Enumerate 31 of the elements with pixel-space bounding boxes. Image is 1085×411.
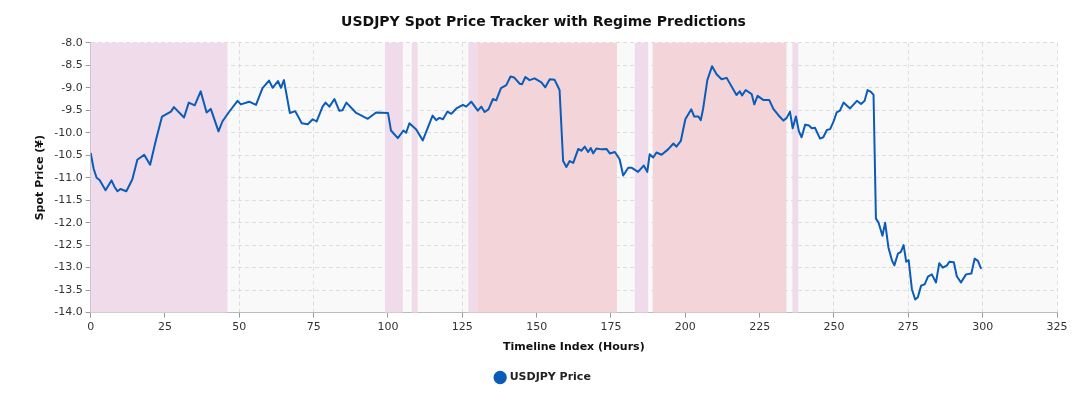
- x-tick-label: 225: [749, 320, 771, 334]
- x-tick-label: 275: [897, 320, 919, 334]
- x-tick-label: 0: [87, 320, 95, 334]
- x-tick-label: 200: [674, 320, 696, 334]
- y-tick-label: -8.5: [61, 58, 83, 72]
- x-tick-label: 125: [451, 320, 473, 334]
- x-tick-label: 75: [306, 320, 321, 334]
- y-tick-label: -9.0: [61, 80, 83, 94]
- y-tick-label: -12.0: [54, 215, 83, 229]
- x-tick-label: 50: [232, 320, 247, 334]
- legend-label: USDJPY Price: [509, 370, 591, 384]
- x-tick-label: 300: [972, 320, 994, 334]
- y-tick-label: -10.5: [54, 148, 83, 162]
- y-tick-label: -13.5: [54, 282, 83, 296]
- y-tick-label: -11.0: [54, 170, 83, 184]
- x-tick-label: 175: [600, 320, 622, 334]
- x-tick-label: 325: [1046, 320, 1068, 334]
- y-tick-label: -13.0: [54, 260, 83, 274]
- y-tick-label: -14.0: [54, 305, 83, 319]
- x-tick-label: 25: [158, 320, 172, 334]
- x-tick-label: 150: [526, 320, 548, 334]
- x-tick-label: 100: [377, 320, 399, 334]
- y-tick-label: -9.5: [61, 103, 83, 117]
- chart-title: USDJPY Spot Price Tracker with Regime Predictions: [341, 13, 746, 30]
- y-tick-label: -8.0: [61, 35, 83, 49]
- x-axis-title: Timeline Index (Hours): [502, 340, 645, 354]
- y-tick-label: -10.0: [54, 125, 83, 139]
- y-tick-label: -11.5: [54, 193, 83, 207]
- y-tick-label: -12.5: [54, 238, 83, 252]
- y-axis-title: Spot Price (¥): [33, 135, 47, 221]
- x-tick-label: 250: [823, 320, 845, 334]
